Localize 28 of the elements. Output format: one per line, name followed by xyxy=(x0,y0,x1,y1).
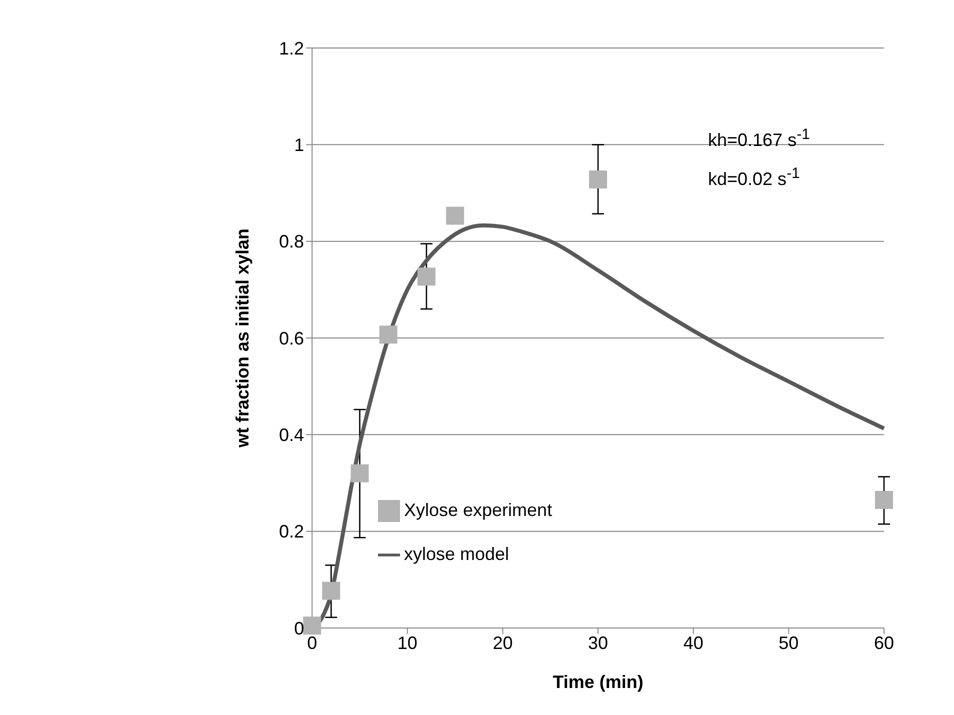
annotation: kh=0.167 s$^{-1}$ xyxy=(708,125,810,152)
point xyxy=(417,268,436,286)
point xyxy=(589,170,608,188)
y-tick-label: 0.8 xyxy=(279,232,304,252)
point xyxy=(875,490,893,509)
y-tick-label: 1.2 xyxy=(279,38,304,58)
point xyxy=(446,206,464,225)
y-tick-label: 1 xyxy=(294,135,304,156)
legend-label: xylose model xyxy=(404,544,510,564)
y-tick-label: 0 xyxy=(294,618,304,638)
point xyxy=(303,616,322,635)
x-tick-label: 20 xyxy=(492,632,513,653)
x-axis-title: Time (min) xyxy=(552,672,644,692)
y-tick-label: 0.4 xyxy=(279,425,304,446)
x-tick-label: 10 xyxy=(397,632,418,653)
point xyxy=(350,464,369,482)
annotation: kd=0.02 s$^{-1}$ xyxy=(708,164,801,191)
y-axis-title: wt fraction as initial xylan xyxy=(232,228,252,449)
x-tick-label: 60 xyxy=(874,632,894,653)
x-tick-label: 30 xyxy=(588,632,608,653)
y-tick-label: 0.6 xyxy=(279,328,304,348)
x-tick-label: 40 xyxy=(683,632,704,653)
point xyxy=(322,582,340,600)
point xyxy=(379,326,398,344)
y-tick-label: 0.2 xyxy=(279,522,304,542)
x-tick-label: 50 xyxy=(778,632,799,653)
x-tick-label: 0 xyxy=(307,632,318,653)
legend-label: Xylose experiment xyxy=(404,500,552,520)
